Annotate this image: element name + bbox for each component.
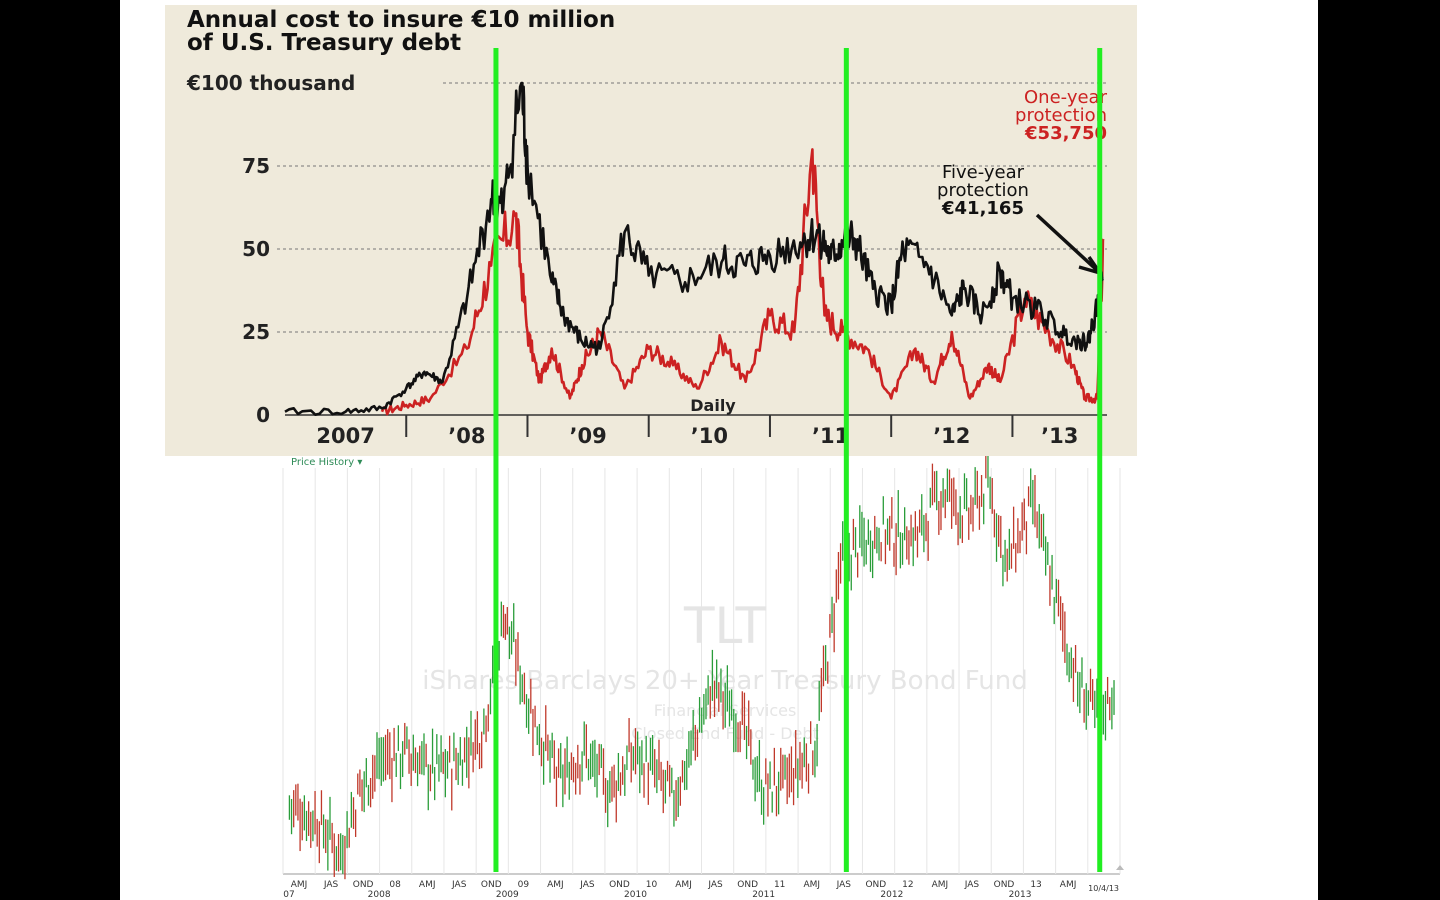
x-month-label: 12 [902,880,913,890]
series-line-five-year-protection [284,81,1105,416]
one-year-annotation: €53,750 [1024,123,1107,144]
price-history-label: Price History [291,457,355,468]
x-month-label: AMJ [291,880,308,890]
x-month-label: 10 [646,880,658,890]
end-date-label: 10/4/13 [1088,884,1119,893]
cds-chart: Annual cost to insure €10 million of U.S… [165,5,1137,456]
watermark-category: Closed End Fund - Debt [631,724,819,743]
x-year-label: 2012 [880,890,903,900]
x-month-label: OND [737,880,758,890]
x-year-label: 2009 [496,890,519,900]
x-year-label: 07 [283,890,294,900]
five-year-annotation: €41,165 [941,198,1024,219]
one-year-annotation: protection [1015,105,1107,126]
x-month-label: JAS [707,880,723,890]
y-tick-label: 75 [242,154,270,178]
series-line-one-year-protection [380,148,1105,416]
x-tick-label: ’13 [1041,424,1078,448]
x-month-label: OND [994,880,1015,890]
scroll-up-icon [1116,865,1124,870]
five-year-arrow [1035,213,1102,275]
x-month-label: OND [353,880,374,890]
one-year-annotation: One-year [1024,87,1108,108]
price-history-menu[interactable]: Price History ▾ [291,457,362,468]
x-month-label: JAS [451,880,467,890]
y-tick-label: 50 [242,237,270,261]
x-month-label: 08 [389,880,401,890]
x-year-label: 2011 [752,890,775,900]
cds-plot: €100 thousand 75 50 25 0 2007 ’08 ’09 ’10 ’11 ’12 ’… [186,71,1108,448]
x-month-label: AMJ [932,880,949,890]
x-month-label: JAS [579,880,595,890]
x-year-label: 2008 [368,890,391,900]
x-month-label: 13 [1030,880,1041,890]
title-line-2: of U.S. Treasury debt [187,30,462,56]
x-year-label: 2010 [624,890,647,900]
x-month-label: AMJ [419,880,436,890]
title-line-1: Annual cost to insure €10 million [187,7,616,33]
chart-title: Annual cost to insure €10 million of U.S… [187,9,615,55]
x-month-label: OND [609,880,630,890]
x-tick-label: ’09 [569,424,606,448]
x-month-label: AMJ [803,880,820,890]
x-month-label: AMJ [547,880,564,890]
x-month-label: OND [865,880,886,890]
x-month-label: JAS [836,880,852,890]
y-unit-label: €100 thousand [186,71,355,95]
x-month-label: 11 [774,880,785,890]
x-month-label: OND [481,880,502,890]
x-month-label: JAS [323,880,339,890]
x-tick-label: 2007 [316,424,374,448]
x-month-label: AMJ [675,880,692,890]
x-tick-label: ’12 [933,424,970,448]
x-month-label: AMJ [1060,880,1077,890]
x-tick-label: ’08 [448,424,485,448]
x-tick-label: ’11 [812,424,849,448]
daily-label: Daily [690,396,736,415]
chevron-down-icon: ▾ [357,457,363,468]
x-tick-label: ’10 [691,424,728,448]
x-month-label: JAS [964,880,980,890]
watermark-ticker: TLT [683,597,767,655]
x-year-label: 2013 [1009,890,1032,900]
y-tick-label: 25 [242,320,270,344]
y-tick-label: 0 [256,403,270,427]
x-month-label: 09 [518,880,530,890]
tlt-price-chart: TLT iShares Barclays 20+ Year Treasury Bo… [165,456,1137,900]
five-year-annotation: protection [937,180,1029,201]
five-year-annotation: Five-year [942,162,1025,183]
